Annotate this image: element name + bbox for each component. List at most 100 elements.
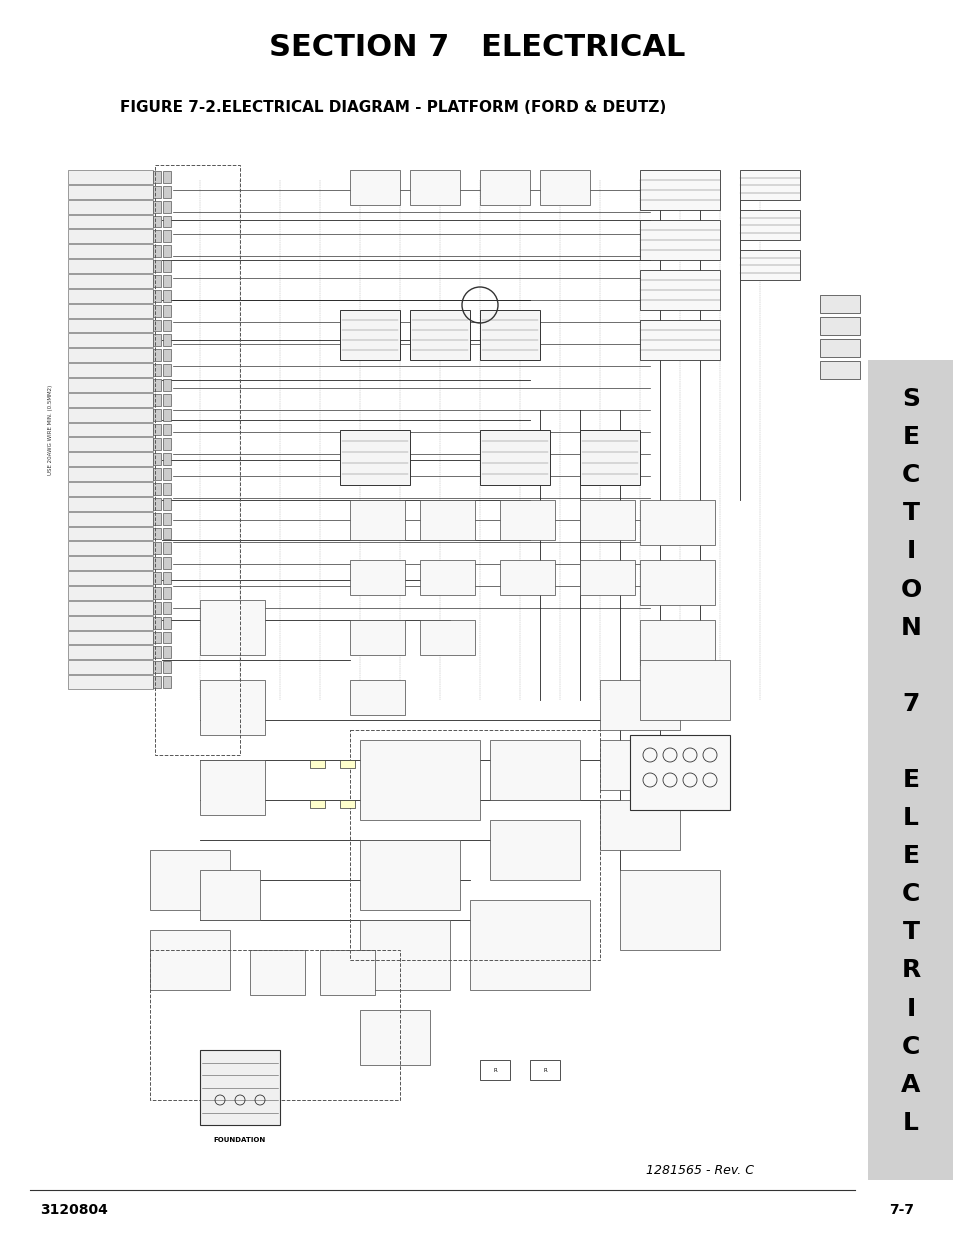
Bar [163,527,171,540]
Bar [68,289,152,303]
Bar [152,527,161,540]
Bar [310,760,325,768]
Bar [68,259,152,273]
Bar [490,740,579,800]
Bar [68,408,152,421]
Bar [163,438,171,451]
Bar [152,498,161,510]
Bar [339,760,355,768]
Text: R: R [493,1067,497,1072]
Bar [163,424,171,436]
Bar [350,559,405,595]
Bar [163,364,171,375]
Bar [152,468,161,480]
Bar [200,760,265,815]
Bar [152,305,161,316]
Bar [350,170,399,205]
Text: USE 20AWG WIRE MIN. (0.5MM2): USE 20AWG WIRE MIN. (0.5MM2) [48,385,52,475]
Text: FIGURE 7-2.ELECTRICAL DIAGRAM - PLATFORM (FORD & DEUTZ): FIGURE 7-2.ELECTRICAL DIAGRAM - PLATFORM… [120,100,665,116]
Bar [310,800,325,808]
Bar [599,800,679,850]
Bar [68,348,152,362]
Bar [163,320,171,331]
Bar [163,394,171,406]
Text: T: T [902,920,919,945]
Bar [740,170,800,200]
Bar [163,661,171,673]
Bar [163,616,171,629]
Text: N: N [900,615,921,640]
Bar [479,430,550,485]
Bar [619,869,720,950]
Bar [163,170,171,183]
Bar [639,220,720,261]
Bar [152,661,161,673]
Bar [152,364,161,375]
Bar [530,1060,559,1079]
Bar [639,320,720,359]
Bar [740,249,800,280]
Bar [68,571,152,585]
Bar [152,246,161,257]
Bar [639,270,720,310]
Bar [68,393,152,406]
Bar [68,170,152,184]
Bar [152,350,161,361]
Bar [359,1010,430,1065]
Bar [68,482,152,496]
Bar [350,730,599,960]
Bar [68,646,152,659]
Bar [163,483,171,495]
Bar [163,379,171,390]
Text: FOUNDATION: FOUNDATION [213,1137,266,1144]
Text: C: C [901,463,920,488]
Bar [152,587,161,599]
Bar [152,601,161,614]
Text: E: E [902,425,919,450]
Bar [163,676,171,688]
Bar [68,601,152,615]
Bar [152,394,161,406]
Bar [410,170,459,205]
Bar [200,600,265,655]
Bar [200,869,260,920]
Bar [68,274,152,288]
Bar [152,335,161,346]
Text: 3120804: 3120804 [40,1203,108,1216]
Bar [152,676,161,688]
Bar [579,559,635,595]
Bar [639,620,714,664]
Bar [68,200,152,214]
Bar [68,304,152,317]
Bar [68,333,152,347]
Bar [539,170,589,205]
Bar [152,483,161,495]
Text: R: R [542,1067,546,1072]
Bar [820,317,859,335]
Bar [339,310,399,359]
Bar [68,215,152,228]
Bar [68,631,152,645]
Bar [740,210,800,240]
Bar [68,245,152,258]
Bar [68,319,152,332]
Bar [152,557,161,569]
Bar [68,541,152,556]
Bar [152,275,161,287]
Text: S: S [901,387,919,411]
Bar [150,930,230,990]
Text: A: A [901,1073,920,1097]
Bar [419,500,475,540]
Bar [163,261,171,272]
Bar [152,201,161,212]
Bar [152,409,161,421]
Bar [68,496,152,511]
Bar [470,900,589,990]
Bar [152,513,161,525]
Bar [579,430,639,485]
Bar [152,216,161,227]
Bar [152,438,161,451]
Bar [350,500,405,540]
Bar [359,840,459,910]
Bar [163,350,171,361]
